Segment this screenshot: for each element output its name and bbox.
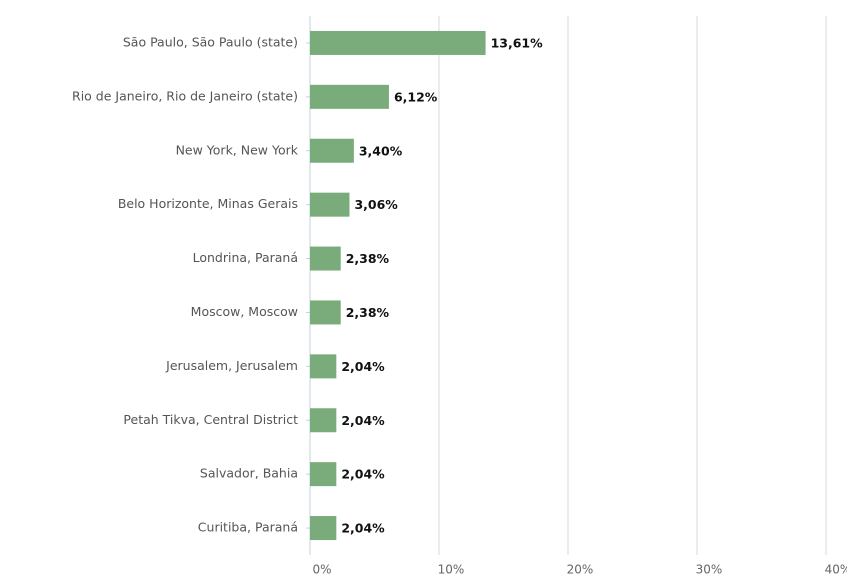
x-tick-label: 10% [438, 563, 465, 577]
category-label: Salvador, Bahia [200, 466, 298, 481]
bar [310, 516, 337, 541]
category-label: Jerusalem, Jerusalem [165, 358, 298, 373]
category-label: Moscow, Moscow [191, 304, 298, 319]
value-label: 2,04% [341, 359, 385, 374]
bar [310, 30, 486, 55]
category-label: Curitiba, Paraná [198, 520, 298, 535]
category-label: Rio de Janeiro, Rio de Janeiro (state) [72, 88, 298, 103]
value-label: 2,04% [341, 467, 385, 482]
bar [310, 138, 354, 163]
category-label: New York, New York [176, 142, 299, 157]
value-label: 13,61% [491, 35, 544, 50]
bar [310, 246, 341, 271]
x-tick-label: 40% [825, 563, 847, 577]
bar [310, 354, 337, 379]
category-label: Petah Tikva, Central District [123, 412, 298, 427]
value-label: 2,04% [341, 413, 385, 428]
bar [310, 84, 389, 109]
value-label: 2,04% [341, 521, 385, 536]
x-tick-label: 20% [567, 563, 594, 577]
value-label: 3,40% [359, 143, 403, 158]
bar [310, 192, 350, 217]
category-label: Londrina, Paraná [193, 250, 298, 265]
bar [310, 408, 337, 433]
x-tick-label: 30% [696, 563, 723, 577]
value-label: 2,38% [346, 305, 390, 320]
category-label: São Paulo, São Paulo (state) [123, 34, 298, 49]
value-label: 6,12% [394, 89, 438, 104]
x-tick-label: 0% [312, 563, 331, 577]
category-label: Belo Horizonte, Minas Gerais [118, 196, 298, 211]
value-label: 3,06% [354, 197, 398, 212]
bar [310, 300, 341, 325]
bar [310, 462, 337, 487]
value-label: 2,38% [346, 251, 390, 266]
